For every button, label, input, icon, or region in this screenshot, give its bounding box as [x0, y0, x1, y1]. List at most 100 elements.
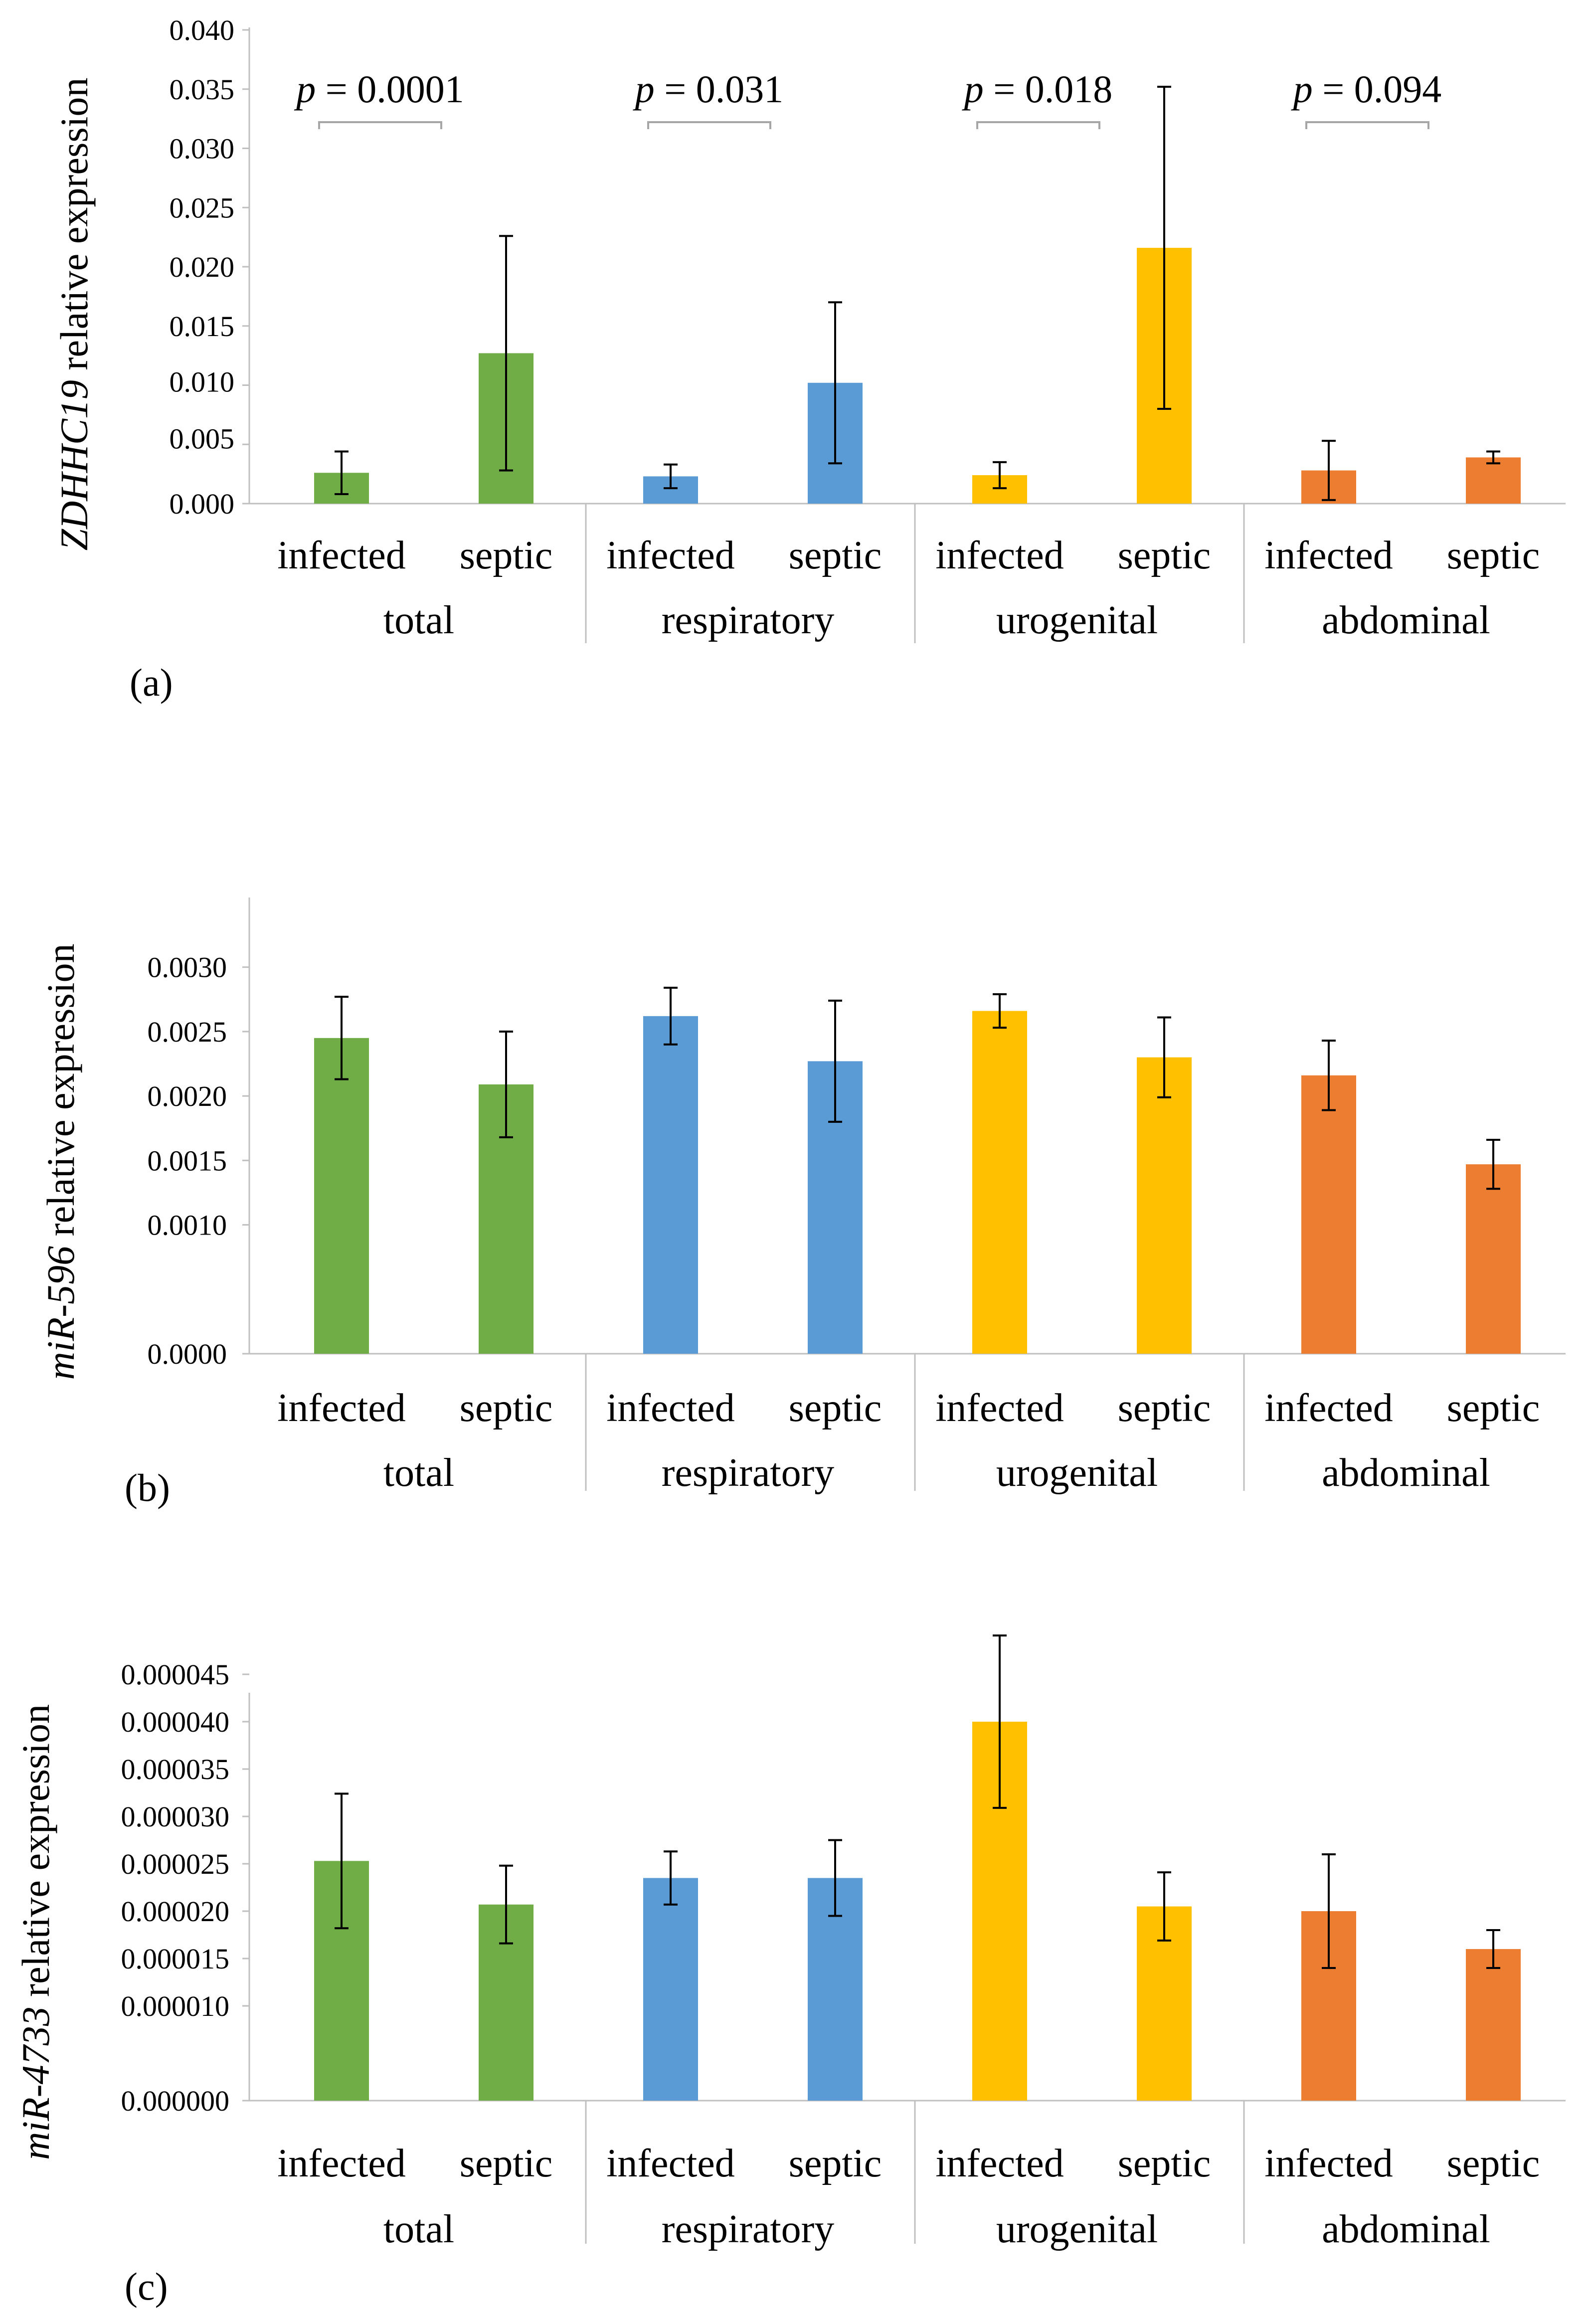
category-label: septic	[789, 534, 882, 577]
category-label: infected	[277, 534, 406, 577]
p-value-label: p = 0.0001	[294, 67, 464, 111]
p-value-bracket	[647, 121, 771, 129]
bar-abdominal-septic	[1466, 1949, 1521, 2101]
chart-panel-3: 0.000000 0.000010 0.000015 0.000020 0.000025…	[14, 1634, 1566, 2308]
panel-label: (c)	[125, 2265, 168, 2308]
error-bar-respiratory-septic	[828, 999, 842, 1123]
p-value-bracket	[318, 121, 442, 129]
error-bar-total-infected	[335, 450, 349, 495]
error-bar-total-infected	[335, 996, 349, 1080]
error-bar-urogenital-septic	[1157, 1016, 1171, 1098]
error-bar-urogenital-infected	[993, 461, 1007, 490]
y-tick-label: 0.030	[170, 133, 235, 165]
y-tick-label: 0.000010	[121, 1990, 230, 2022]
error-bar-respiratory-infected	[664, 987, 678, 1046]
error-bar-abdominal-septic	[1486, 1929, 1500, 1969]
bar-abdominal-septic	[1466, 1164, 1521, 1354]
bar-abdominal-septic	[1466, 457, 1521, 504]
error-bar-total-septic	[499, 235, 513, 472]
p-value-bracket	[1305, 121, 1429, 129]
group-label-abdominal: abdominal	[1322, 598, 1490, 642]
y-axis-title: miR-4733 relative expression	[14, 1704, 57, 2160]
y-tick-label: 0.010	[170, 366, 235, 398]
y-tick-label: 0.0020	[148, 1080, 227, 1112]
category-label: septic	[1118, 534, 1211, 577]
chart-panel-1: 0.000 0.005 0.010 0.015 0.020 0.025 0.030 0.035…	[52, 14, 1566, 704]
y-tick-label: 0.000	[170, 488, 235, 520]
category-label: infected	[1264, 534, 1393, 577]
category-label: infected	[935, 534, 1064, 577]
y-axis-title: miR-596 relative expression	[39, 943, 82, 1380]
error-bar-total-septic	[499, 1864, 513, 1945]
group-label-abdominal: abdominal	[1322, 2207, 1490, 2251]
category-label: septic	[1118, 2142, 1211, 2185]
category-label: infected	[935, 2142, 1064, 2185]
y-tick-label: 0.000015	[121, 1943, 230, 1975]
category-label: infected	[277, 1386, 406, 1430]
p-value-label: p = 0.018	[962, 67, 1113, 111]
y-tick-label: 0.000040	[121, 1706, 230, 1738]
bar-abdominal-infected	[1301, 1075, 1356, 1354]
y-tick-label: 0.0015	[148, 1144, 227, 1177]
category-label: septic	[789, 2142, 882, 2185]
category-label: infected	[606, 534, 735, 577]
category-label: infected	[277, 2142, 406, 2185]
group-label-total: total	[383, 2207, 454, 2251]
category-label: septic	[1118, 1386, 1211, 1430]
bar-respiratory-infected	[643, 1878, 698, 2101]
group-label-urogenital: urogenital	[996, 2207, 1158, 2251]
group-label-urogenital: urogenital	[996, 598, 1158, 642]
bar-urogenital-infected	[972, 1011, 1027, 1354]
category-label: septic	[460, 1386, 553, 1430]
y-tick-label: 0.000035	[121, 1753, 230, 1786]
group-label-total: total	[383, 598, 454, 642]
p-value-label: p = 0.094	[1291, 67, 1442, 111]
category-label: septic	[1447, 534, 1540, 577]
y-tick-label: 0.015	[170, 310, 235, 343]
group-label-urogenital: urogenital	[996, 1451, 1158, 1495]
y-axis-title: ZDHHC19 relative expression	[52, 78, 96, 551]
y-tick-label: 0.0025	[148, 1016, 227, 1048]
p-value-label: p = 0.031	[633, 67, 784, 111]
error-bar-abdominal-infected	[1322, 440, 1336, 501]
error-bar-urogenital-infected	[993, 1634, 1007, 1809]
panel-label: (a)	[130, 661, 173, 704]
error-bar-urogenital-septic	[1157, 1871, 1171, 1942]
bar-urogenital-septic	[1137, 1057, 1192, 1354]
y-tick-label: 0.035	[170, 73, 235, 106]
error-bar-abdominal-septic	[1486, 1138, 1500, 1190]
category-label: infected	[606, 2142, 735, 2185]
error-bar-abdominal-septic	[1486, 450, 1500, 465]
error-bar-total-septic	[499, 1030, 513, 1138]
error-bar-respiratory-infected	[664, 1850, 678, 1906]
y-tick-label: 0.000045	[121, 1658, 230, 1691]
error-bar-urogenital-septic	[1157, 86, 1171, 410]
error-bar-respiratory-septic	[828, 301, 842, 465]
category-label: infected	[606, 1386, 735, 1430]
y-tick-label: 0.000025	[121, 1848, 230, 1880]
y-tick-label: 0.0000	[148, 1338, 227, 1370]
y-tick-label: 0.000030	[121, 1800, 230, 1833]
error-bar-total-infected	[335, 1792, 349, 1930]
category-label: infected	[1264, 1386, 1393, 1430]
category-label: infected	[1264, 2142, 1393, 2185]
category-label: septic	[1447, 2142, 1540, 2185]
category-label: infected	[935, 1386, 1064, 1430]
y-tick-label: 0.020	[170, 251, 235, 283]
group-label-respiratory: respiratory	[662, 598, 835, 642]
error-bar-respiratory-infected	[664, 463, 678, 490]
p-value-bracket	[976, 121, 1100, 129]
y-tick-label: 0.025	[170, 191, 235, 224]
error-bar-respiratory-septic	[828, 1839, 842, 1917]
bar-respiratory-infected	[643, 1016, 698, 1354]
y-tick-label: 0.005	[170, 422, 235, 455]
error-bar-urogenital-infected	[993, 993, 1007, 1029]
category-label: septic	[1447, 1386, 1540, 1430]
category-label: septic	[789, 1386, 882, 1430]
group-label-total: total	[383, 1451, 454, 1495]
category-label: septic	[460, 534, 553, 577]
panel-label: (b)	[125, 1466, 170, 1509]
group-label-abdominal: abdominal	[1322, 1451, 1490, 1495]
y-tick-label: 0.0010	[148, 1209, 227, 1242]
